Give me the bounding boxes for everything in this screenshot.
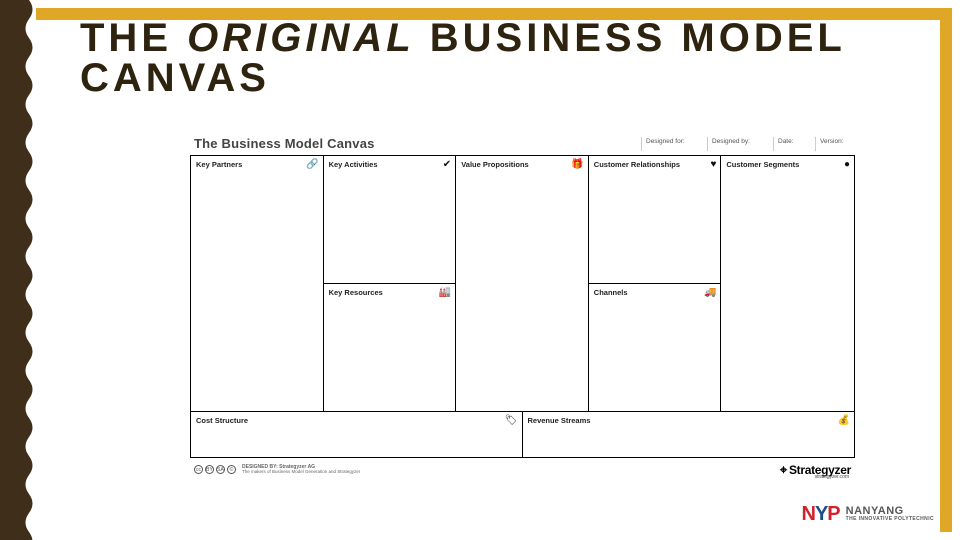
- cell-cost-structure: Cost Structure 🏷: [191, 412, 523, 457]
- cell-key-partners: Key Partners 🔗: [191, 156, 324, 411]
- bmc-canvas: The Business Model Canvas Designed for: …: [190, 130, 855, 480]
- cc-by-icon: BY: [205, 465, 214, 474]
- slide-title: THE ORIGINAL BUSINESS MODEL CANVAS: [80, 18, 900, 98]
- title-italic: ORIGINAL: [187, 16, 415, 60]
- nyp-text: NANYANG THE INNOVATIVE POLYTECHNIC: [846, 507, 934, 521]
- cell-revenue-streams: Revenue Streams 💰: [523, 412, 855, 457]
- cell-key-activities: Key Activities ✔: [324, 156, 457, 284]
- canvas-footer: cc BY SA © DESIGNED BY: Strategyzer AG T…: [190, 458, 855, 478]
- title-pre: THE: [80, 16, 187, 60]
- truck-icon: 🚚: [704, 287, 716, 298]
- gold-band-right: [940, 8, 952, 532]
- nyp-line2: THE INNOVATIVE POLYTECHNIC: [846, 517, 934, 522]
- target-icon: ⌖: [780, 462, 787, 478]
- check-icon: ✔: [443, 159, 451, 170]
- label-customer-relationships: Customer Relationships: [594, 160, 689, 169]
- cell-channels: Channels 🚚: [589, 284, 722, 412]
- cell-key-resources: Key Resources 🏭: [324, 284, 457, 412]
- title-post: BUSINESS MODEL: [415, 16, 846, 60]
- canvas-title: The Business Model Canvas: [194, 136, 635, 151]
- hdr-designed-for: Designed for:: [641, 137, 701, 151]
- cc-icon: cc: [194, 465, 203, 474]
- canvas-header: The Business Model Canvas Designed for: …: [190, 130, 855, 156]
- nyp-logo: NYP NANYANG THE INNOVATIVE POLYTECHNIC: [801, 503, 934, 526]
- label-key-partners: Key Partners: [196, 160, 291, 169]
- label-value-propositions: Value Propositions: [461, 160, 556, 169]
- hdr-date: Date:: [773, 137, 809, 151]
- person-icon: ●: [844, 159, 850, 170]
- label-key-activities: Key Activities: [329, 160, 424, 169]
- canvas-grid: Key Partners 🔗 Key Activities ✔ Key Reso…: [190, 156, 855, 412]
- canvas-bottom-row: Cost Structure 🏷 Revenue Streams 💰: [190, 412, 855, 458]
- cc-text: DESIGNED BY: Strategyzer AG The makers o…: [242, 465, 360, 475]
- cc-badges: cc BY SA © DESIGNED BY: Strategyzer AG T…: [194, 465, 360, 475]
- label-channels: Channels: [594, 288, 689, 297]
- hdr-version: Version:: [815, 137, 851, 151]
- brand-url: strategyzer.com: [815, 474, 849, 480]
- strategyzer-brand: ⌖ Strategyzer strategyzer.com: [780, 462, 851, 478]
- link-icon: 🔗: [306, 159, 318, 170]
- cell-value-propositions: Value Propositions 🎁: [456, 156, 589, 411]
- label-customer-segments: Customer Segments: [726, 160, 822, 169]
- factory-icon: 🏭: [439, 287, 451, 298]
- hdr-designed-by: Designed by:: [707, 137, 767, 151]
- title-line2: CANVAS: [80, 56, 270, 100]
- cc-line: The makers of Business Model Generation …: [242, 469, 360, 474]
- label-cost-structure: Cost Structure: [196, 416, 446, 425]
- cell-customer-segments: Customer Segments ●: [721, 156, 854, 411]
- cc-copyright-icon: ©: [227, 465, 236, 474]
- gift-icon: 🎁: [571, 159, 583, 170]
- label-key-resources: Key Resources: [329, 288, 424, 297]
- heart-icon: ♥: [710, 159, 716, 170]
- wavy-edge: [0, 0, 36, 540]
- label-revenue-streams: Revenue Streams: [528, 416, 779, 425]
- moneybag-icon: 💰: [838, 415, 850, 426]
- cell-customer-relationships: Customer Relationships ♥: [589, 156, 722, 284]
- gold-band-top: [36, 8, 952, 20]
- nyp-mark: NYP: [801, 503, 839, 526]
- tag-icon: 🏷: [505, 415, 518, 426]
- cc-sa-icon: SA: [216, 465, 225, 474]
